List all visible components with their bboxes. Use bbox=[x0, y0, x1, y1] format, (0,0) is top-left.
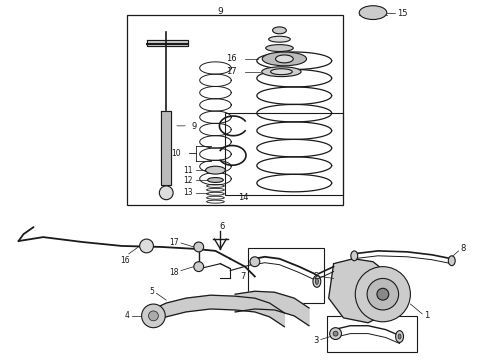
Text: 11: 11 bbox=[183, 166, 193, 175]
Text: 14: 14 bbox=[238, 193, 248, 202]
Polygon shape bbox=[329, 259, 388, 323]
Circle shape bbox=[333, 331, 338, 336]
Circle shape bbox=[377, 288, 389, 300]
Ellipse shape bbox=[398, 334, 401, 339]
Ellipse shape bbox=[395, 330, 404, 342]
Circle shape bbox=[159, 186, 173, 200]
Circle shape bbox=[367, 278, 398, 310]
Text: 13: 13 bbox=[183, 188, 193, 197]
Text: 5: 5 bbox=[149, 287, 154, 296]
Bar bbox=[248, 248, 324, 303]
Text: 12: 12 bbox=[183, 176, 193, 185]
Text: 16: 16 bbox=[226, 54, 237, 63]
Ellipse shape bbox=[270, 69, 292, 75]
Text: 17: 17 bbox=[170, 238, 179, 247]
Text: 16: 16 bbox=[120, 256, 130, 265]
Polygon shape bbox=[151, 295, 284, 327]
Ellipse shape bbox=[448, 256, 455, 266]
Text: 10: 10 bbox=[172, 149, 181, 158]
Polygon shape bbox=[235, 291, 309, 326]
Ellipse shape bbox=[351, 251, 358, 261]
Circle shape bbox=[330, 328, 342, 339]
Ellipse shape bbox=[313, 275, 321, 287]
Ellipse shape bbox=[266, 45, 293, 51]
Text: 3: 3 bbox=[314, 336, 319, 345]
Circle shape bbox=[148, 311, 158, 321]
Bar bbox=[127, 15, 343, 204]
Ellipse shape bbox=[316, 278, 318, 284]
Text: 4: 4 bbox=[125, 311, 130, 320]
Circle shape bbox=[142, 304, 165, 328]
Circle shape bbox=[194, 262, 204, 271]
Text: 15: 15 bbox=[396, 9, 407, 18]
Ellipse shape bbox=[359, 6, 387, 19]
Ellipse shape bbox=[275, 55, 293, 63]
Text: 17: 17 bbox=[226, 67, 237, 76]
Circle shape bbox=[250, 257, 260, 267]
Circle shape bbox=[140, 239, 153, 253]
Polygon shape bbox=[147, 40, 188, 46]
Ellipse shape bbox=[262, 67, 301, 77]
Bar bbox=[225, 113, 343, 195]
Text: 8: 8 bbox=[461, 244, 466, 253]
Circle shape bbox=[355, 267, 411, 322]
Bar bbox=[327, 316, 417, 352]
Text: 9: 9 bbox=[218, 7, 223, 16]
Ellipse shape bbox=[272, 27, 286, 34]
Ellipse shape bbox=[262, 52, 307, 66]
Text: 18: 18 bbox=[170, 268, 179, 277]
Circle shape bbox=[194, 242, 204, 252]
Text: 9: 9 bbox=[192, 122, 197, 131]
Text: 7: 7 bbox=[241, 272, 246, 281]
Text: 1: 1 bbox=[424, 311, 429, 320]
Ellipse shape bbox=[208, 177, 223, 183]
Text: 6: 6 bbox=[220, 222, 225, 231]
Polygon shape bbox=[161, 111, 171, 185]
Ellipse shape bbox=[206, 166, 225, 174]
Ellipse shape bbox=[269, 36, 290, 42]
Text: 2: 2 bbox=[314, 272, 319, 281]
